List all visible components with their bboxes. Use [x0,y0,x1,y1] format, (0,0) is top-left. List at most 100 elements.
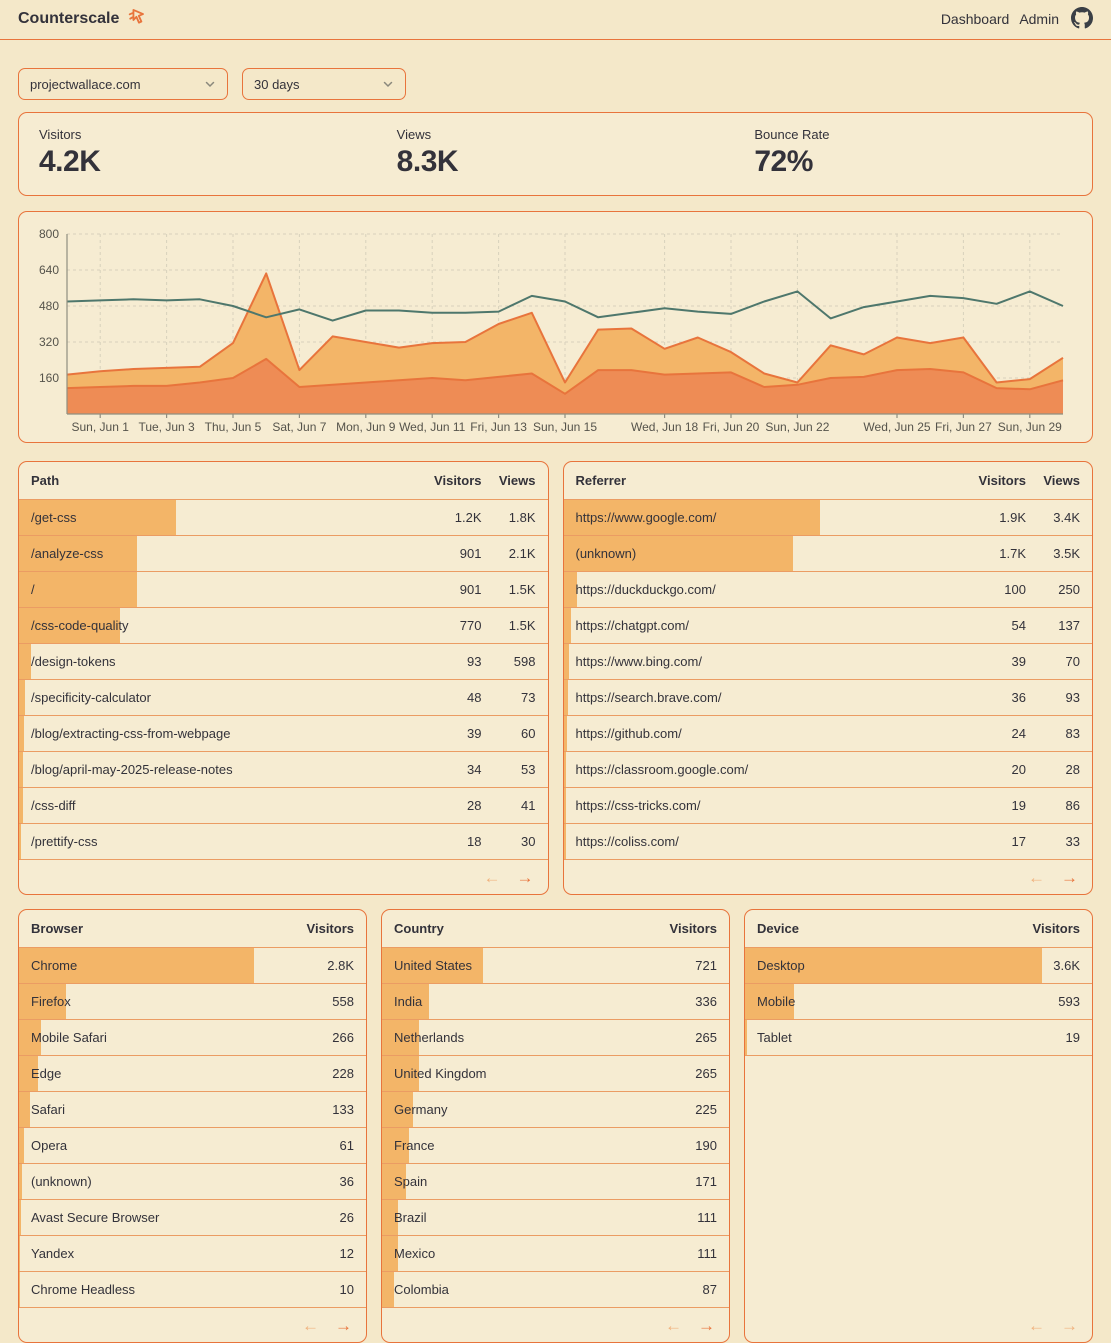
prev-page-button[interactable]: ← [478,867,507,888]
github-icon [1071,6,1093,32]
table-row[interactable]: Desktop 3.6K [745,948,1092,984]
next-page-button[interactable]: → [511,867,540,888]
row-bar [563,752,567,787]
table-row[interactable]: https://www.google.com/1.9K 3.4K [563,500,1092,536]
visitors-value: 770 [459,618,482,633]
row-bar [382,1056,420,1091]
next-page-button[interactable]: → [329,1315,358,1336]
table-row[interactable]: /design-tokens 93 598 [19,644,548,680]
table-row[interactable]: Safari 133 [19,1092,366,1128]
row-label: Brazil [394,1210,427,1225]
table-row[interactable]: https://chatgpt.com/54 137 [563,608,1092,644]
prev-page-button[interactable]: ← [1022,867,1051,888]
views-value: 1.5K [508,582,536,597]
row-bar [382,1020,420,1055]
views-value: 1.5K [508,618,536,633]
row-label: Chrome Headless [31,1282,136,1297]
table-row[interactable]: Opera 61 [19,1128,366,1164]
table-row[interactable]: /prettify-css 18 30 [19,824,548,860]
table-row[interactable]: United States 721 [382,948,729,984]
table-body: https://www.google.com/1.9K 3.4K (unknown)… [563,500,1092,860]
row-label: /get-css [31,510,77,525]
table-row[interactable]: United Kingdom 265 [382,1056,729,1092]
views-value: 137 [1058,618,1080,633]
row-label: India [394,994,423,1009]
table-row[interactable]: India 336 [382,984,729,1020]
site-select[interactable]: projectwallace.com [18,68,228,100]
nav-dashboard-link[interactable]: Dashboard [940,11,1010,27]
svg-text:Mon, Jun 9: Mon, Jun 9 [336,420,396,434]
table-row[interactable]: Netherlands 265 [382,1020,729,1056]
table-row[interactable]: Spain 171 [382,1164,729,1200]
table-row[interactable]: https://github.com/24 83 [563,716,1092,752]
table-row[interactable]: (unknown) 36 [19,1164,366,1200]
svg-text:480: 480 [39,299,59,313]
row-label: United Kingdom [394,1066,487,1081]
views-value: 28 [1065,762,1080,777]
table-row[interactable]: Colombia 87 [382,1272,729,1308]
table-row[interactable]: Firefox 558 [19,984,366,1020]
row-bar [563,500,821,535]
table-row[interactable]: Chrome 2.8K [19,948,366,984]
table-row[interactable]: (unknown) 1.7K 3.5K [563,536,1092,572]
row-label: /specificity-calculator [31,690,151,705]
next-page-button[interactable]: → [1055,1315,1084,1336]
table-pagination: ← → [19,860,548,894]
table-row[interactable]: /get-css 1.2K 1.8K [19,500,548,536]
stat-value: 8.3K [396,145,459,178]
table-row[interactable]: Yandex 12 [19,1236,366,1272]
nav-admin-link[interactable]: Admin [1019,11,1059,27]
row-label: /prettify-css [31,834,98,849]
views-value: 41 [521,798,536,813]
table-row[interactable]: Brazil 111 [382,1200,729,1236]
table-row[interactable]: https://duckduckgo.com/100 250 [563,572,1092,608]
visitors-value: 39 [1011,654,1026,669]
prev-page-button[interactable]: ← [1022,1315,1051,1336]
table-row[interactable]: /blog/extracting-css-from-webpage 39 60 [19,716,548,752]
table-row[interactable]: https://www.bing.com/39 70 [563,644,1092,680]
table-row[interactable]: /analyze-css 901 2.1K [19,536,548,572]
table-row[interactable]: Mobile 593 [745,984,1092,1020]
table-row[interactable]: /css-diff 28 41 [19,788,548,824]
visitors-value: 10 [339,1282,354,1297]
table-row[interactable]: /blog/april-may-2025-release-notes 34 53 [19,752,548,788]
table-row[interactable]: / 901 1.5K [19,572,548,608]
prev-page-button[interactable]: ← [659,1315,688,1336]
row-label: https://www.google.com/ [575,510,717,525]
table-row[interactable]: https://classroom.google.com/20 28 [563,752,1092,788]
prev-page-button[interactable]: ← [296,1315,325,1336]
row-bar [19,948,255,983]
table-row[interactable]: Tablet 19 [745,1020,1092,1056]
date-range-select[interactable]: 30 days [242,68,406,100]
site-select-value: projectwallace.com [30,76,141,92]
table-header: Country Visitors [382,910,729,948]
svg-text:Wed, Jun 18: Wed, Jun 18 [631,420,698,434]
views-value: 53 [521,762,536,777]
table-row[interactable]: https://css-tricks.com/19 86 [563,788,1092,824]
table-row[interactable]: /specificity-calculator 48 73 [19,680,548,716]
next-page-button[interactable]: → [692,1315,721,1336]
stat-label: Visitors [39,127,82,142]
visitors-value: 1.7K [999,546,1026,561]
table-row[interactable]: Germany 225 [382,1092,729,1128]
table-row[interactable]: https://coliss.com/17 33 [563,824,1092,860]
table-pagination: ← → [564,860,1093,894]
svg-text:Sun, Jun 15: Sun, Jun 15 [533,420,597,434]
svg-text:160: 160 [39,371,59,385]
table-row[interactable]: Chrome Headless 10 [19,1272,366,1308]
visitors-value: 26 [339,1210,354,1225]
visitors-value: 87 [702,1282,717,1297]
table-row[interactable]: Edge 228 [19,1056,366,1092]
table-row[interactable]: Mobile Safari 266 [19,1020,366,1056]
table-row[interactable]: France 190 [382,1128,729,1164]
next-page-button[interactable]: → [1055,867,1084,888]
visitors-value: 558 [332,994,354,1009]
table-row[interactable]: Avast Secure Browser 26 [19,1200,366,1236]
github-link[interactable] [1071,6,1093,32]
table-row[interactable]: Mexico 111 [382,1236,729,1272]
table-row[interactable]: /css-code-quality 770 1.5K [19,608,548,644]
row-bar [19,824,22,859]
filters-bar: projectwallace.com 30 days [0,40,1111,100]
visitors-value: 225 [695,1102,717,1117]
table-row[interactable]: https://search.brave.com/36 93 [563,680,1092,716]
